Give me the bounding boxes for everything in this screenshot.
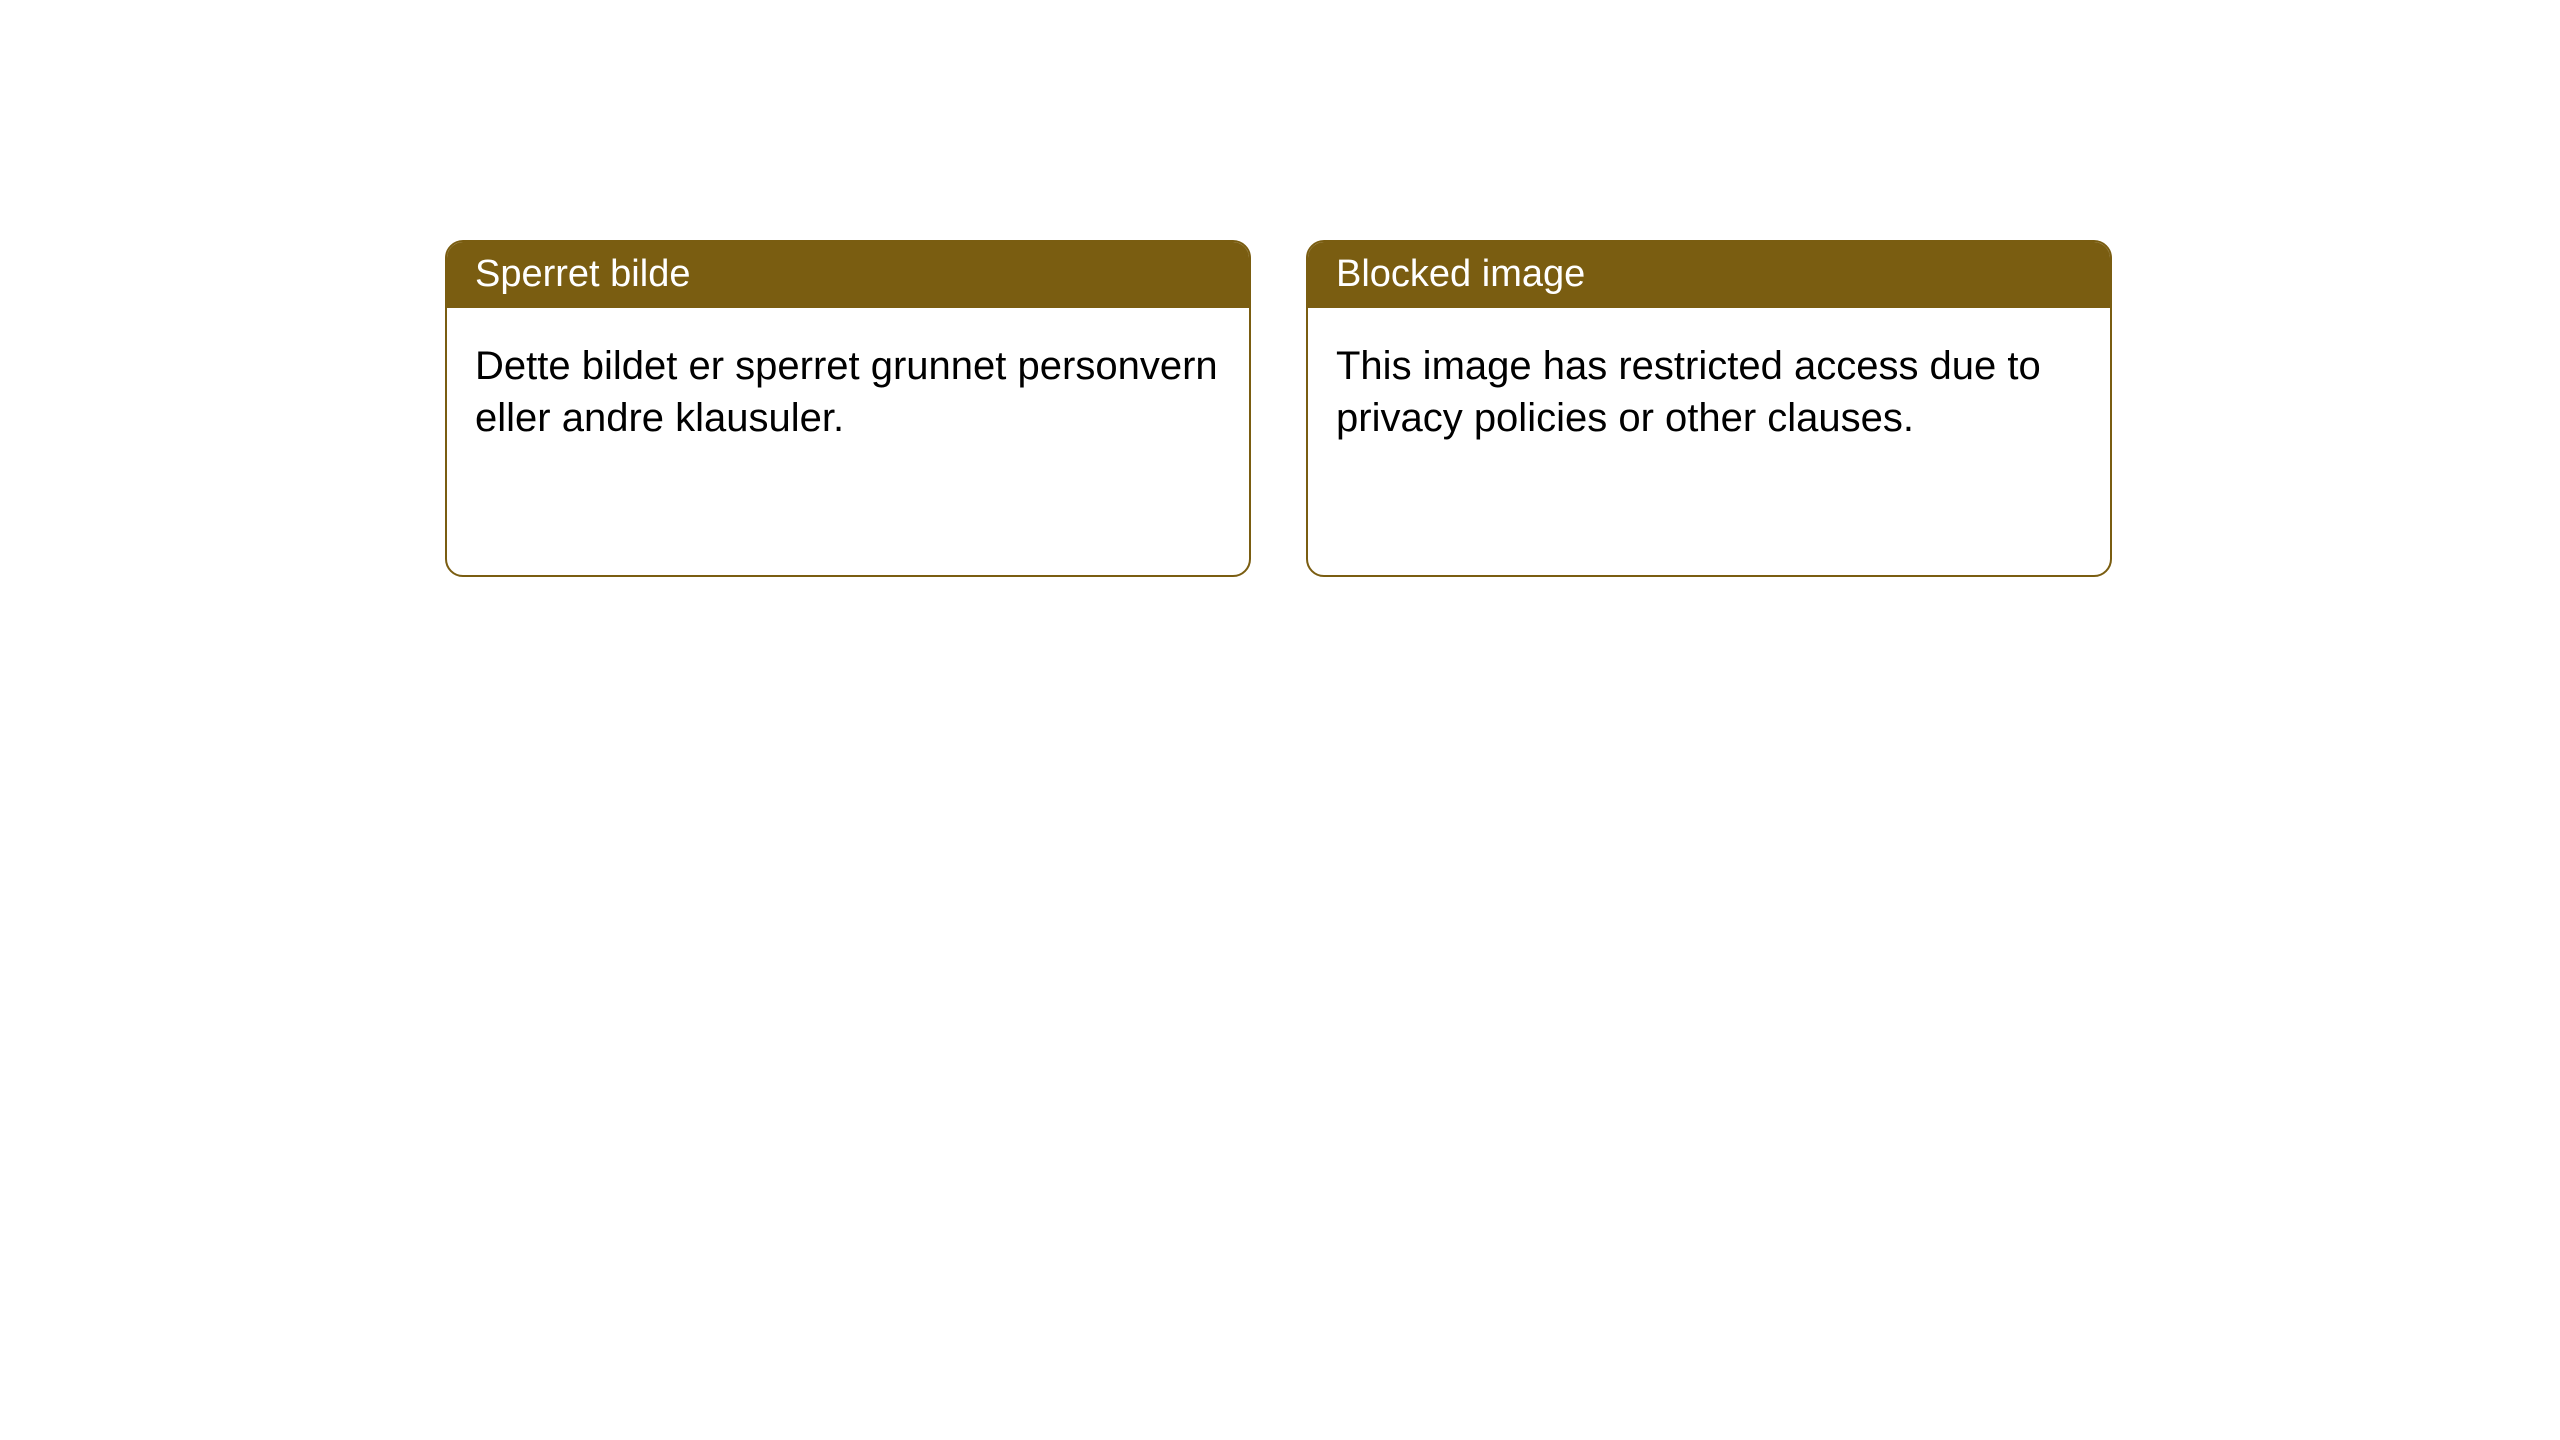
notice-card-english: Blocked image This image has restricted … [1306,240,2112,577]
notice-header: Blocked image [1308,242,2110,308]
notice-header: Sperret bilde [447,242,1249,308]
notice-body: Dette bildet er sperret grunnet personve… [447,308,1249,476]
notice-card-norwegian: Sperret bilde Dette bildet er sperret gr… [445,240,1251,577]
notice-container: Sperret bilde Dette bildet er sperret gr… [445,240,2112,577]
notice-body: This image has restricted access due to … [1308,308,2110,476]
